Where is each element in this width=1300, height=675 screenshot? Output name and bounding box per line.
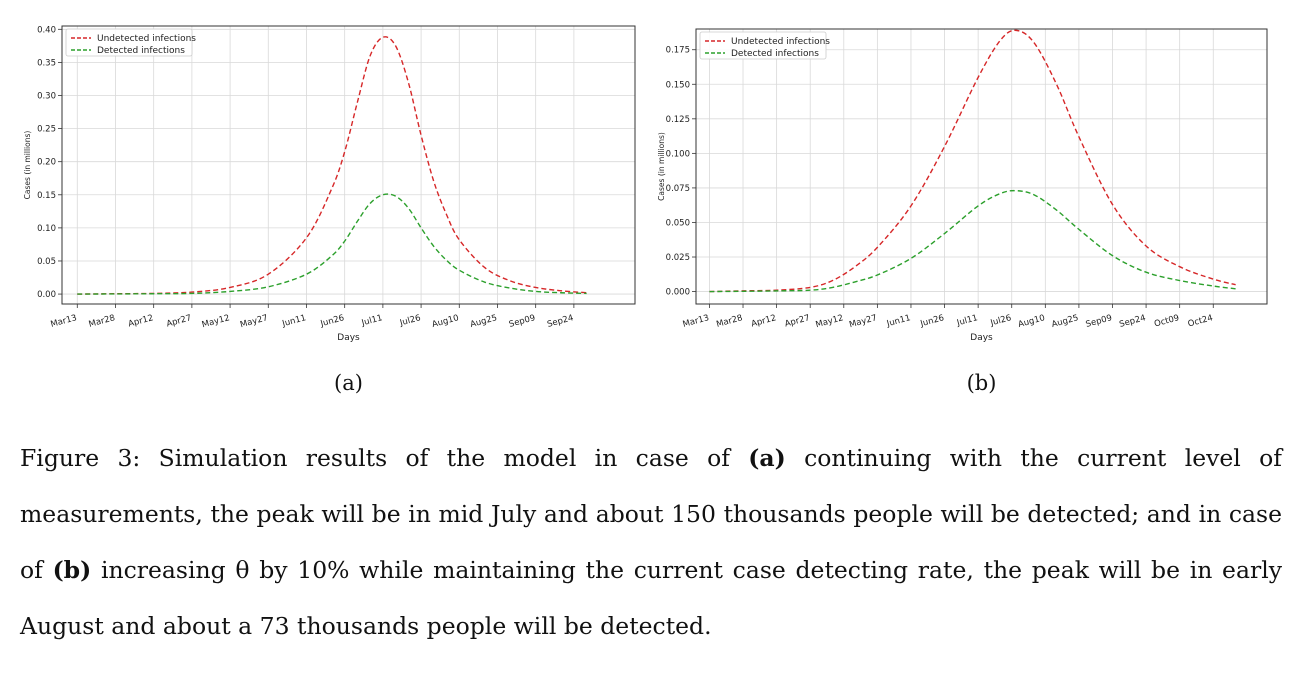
legend-label: Detected infections xyxy=(97,46,185,56)
x-tick-label: Jun26 xyxy=(319,313,346,329)
x-tick-label: May27 xyxy=(848,313,878,330)
x-tick-label: Apr12 xyxy=(127,313,154,329)
x-tick-label: Sep24 xyxy=(546,313,575,330)
plot-frame xyxy=(695,28,1268,305)
y-tick-label: 0.025 xyxy=(666,253,690,263)
x-axis-label: Days xyxy=(337,333,360,343)
plot-frame xyxy=(61,25,636,305)
x-tick-label: Oct24 xyxy=(1187,313,1214,329)
x-tick-label: Apr27 xyxy=(784,313,811,329)
x-tick-label: Sep09 xyxy=(1085,313,1114,330)
legend-label: Undetected infections xyxy=(97,34,196,44)
x-tick-label: Jul11 xyxy=(955,313,979,328)
undetected-infections-line xyxy=(77,36,587,295)
x-tick-label: Mar28 xyxy=(88,313,117,330)
y-tick-label: 0.25 xyxy=(37,125,56,135)
figure-panels: 0.00 0.05 0.10 0.15 0.20 0.25 0.30 0.35 0.40 Mar1… xyxy=(23,25,1268,395)
detected-infections-line xyxy=(709,189,1236,293)
x-tick-label: Jun11 xyxy=(885,313,912,329)
y-tick-label: 0.20 xyxy=(37,158,56,168)
legend-box xyxy=(699,31,827,60)
x-tick-label: Apr27 xyxy=(165,313,192,329)
y-tick-label: 0.175 xyxy=(666,46,690,56)
x-tick-label: Sep09 xyxy=(508,313,537,330)
caption-text-3: increasing θ by 10% while maintaining th… xyxy=(20,556,1282,640)
x-tick-label: Aug10 xyxy=(431,313,460,330)
y-tick-label: 0.00 xyxy=(37,290,56,300)
y-tick-label: 0.100 xyxy=(666,149,690,159)
y-tick-label: 0.150 xyxy=(666,80,690,90)
legend-box xyxy=(65,28,193,57)
detected-infections-line xyxy=(77,193,587,295)
y-tick-label: 0.125 xyxy=(666,115,690,125)
x-tick-label: Mar28 xyxy=(715,313,744,330)
x-tick-label: Mar13 xyxy=(50,313,79,330)
plot-area xyxy=(696,29,1267,304)
x-tick-label: Aug25 xyxy=(469,313,498,330)
x-tick-label: Sep24 xyxy=(1118,313,1147,330)
x-tick-label: May12 xyxy=(815,313,845,330)
caption-bold-b: (b) xyxy=(52,556,92,584)
caption-text-1: Figure 3: Simulation results of the mode… xyxy=(20,444,749,472)
panel-b-chart: 0.000 0.025 0.050 0.075 0.100 0.125 0.150 0.175… xyxy=(657,28,1268,395)
x-tick-label: Oct09 xyxy=(1153,313,1180,329)
y-tick-label: 0.05 xyxy=(37,257,56,267)
y-tick-label: 0.30 xyxy=(37,92,56,102)
caption-bold-a: (a) xyxy=(748,444,786,472)
x-tick-label: Jun26 xyxy=(918,313,945,329)
y-axis-label: Cases (in millions) xyxy=(23,131,32,200)
undetected-infections-line xyxy=(709,29,1236,293)
legend-label: Detected infections xyxy=(731,49,819,59)
y-tick-label: 0.15 xyxy=(37,191,56,201)
x-tick-label: Jun11 xyxy=(280,313,307,329)
plot-area xyxy=(62,26,635,304)
y-tick-label: 0.000 xyxy=(666,288,690,298)
panel-label: (b) xyxy=(967,371,997,395)
legend-label: Undetected infections xyxy=(731,37,830,47)
x-tick-label: Jul11 xyxy=(360,313,384,328)
y-tick-label: 0.40 xyxy=(37,25,56,35)
panel-a-chart: 0.00 0.05 0.10 0.15 0.20 0.25 0.30 0.35 0.40 Mar1… xyxy=(23,25,636,395)
x-tick-label: Apr12 xyxy=(750,313,777,329)
x-tick-label: May12 xyxy=(201,313,231,330)
x-tick-label: Mar13 xyxy=(682,313,711,330)
x-tick-label: Aug25 xyxy=(1051,313,1080,330)
x-axis-label: Days xyxy=(970,333,993,343)
y-axis-label: Cases (in millions) xyxy=(657,132,666,201)
x-tick-label: May27 xyxy=(239,313,269,330)
x-tick-label: Jul26 xyxy=(398,313,422,328)
x-tick-label: Jul26 xyxy=(989,313,1013,328)
figure-caption: Figure 3: Simulation results of the mode… xyxy=(20,430,1282,654)
caption-text-2: continuing with the current level of mea… xyxy=(20,444,1282,584)
y-tick-label: 0.075 xyxy=(666,184,690,194)
y-tick-label: 0.050 xyxy=(666,218,690,228)
x-tick-label: Aug10 xyxy=(1017,313,1046,330)
panel-label: (a) xyxy=(334,371,363,395)
y-tick-label: 0.10 xyxy=(37,224,56,234)
y-tick-label: 0.35 xyxy=(37,58,56,68)
